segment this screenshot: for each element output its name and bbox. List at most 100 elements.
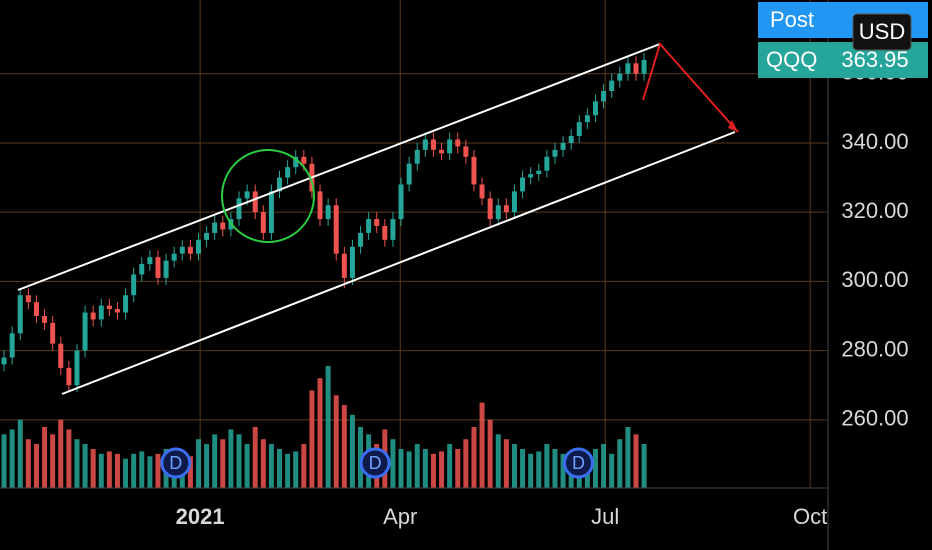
candle-body xyxy=(90,312,96,320)
candle-body xyxy=(187,246,193,254)
volume-bar xyxy=(285,453,291,488)
candle-body xyxy=(584,115,590,123)
channel-lower xyxy=(61,131,736,395)
volume-bar xyxy=(625,427,631,488)
volume-bar xyxy=(123,458,129,488)
candle-body xyxy=(179,246,185,254)
candle-body xyxy=(260,212,266,233)
candle-body xyxy=(495,205,501,220)
volume-bar xyxy=(641,444,647,488)
candle-body xyxy=(9,333,15,358)
axis-labels: 260.00280.00300.00320.00340.00360.002021… xyxy=(176,60,909,529)
candle-body xyxy=(479,184,485,199)
candle-body xyxy=(33,302,39,316)
volume-bar xyxy=(422,448,428,488)
volume-bar xyxy=(390,439,396,488)
volume-bar xyxy=(544,444,550,488)
dividend-marker xyxy=(160,447,192,479)
volume-bar xyxy=(325,366,331,488)
candle-body xyxy=(42,315,48,323)
candle-body xyxy=(106,305,112,310)
volume-bar xyxy=(341,405,347,488)
y-tick-label: 320.00 xyxy=(841,198,908,223)
candle-body xyxy=(439,149,445,154)
volume-bar xyxy=(114,453,120,488)
volume-bar xyxy=(252,427,258,488)
candle-body xyxy=(147,257,153,265)
dividend-label: D xyxy=(572,453,585,473)
volume-bar xyxy=(244,444,250,488)
candle-body xyxy=(244,191,250,199)
volume-bar xyxy=(430,453,436,488)
volume-bar xyxy=(66,429,72,488)
volume-bar xyxy=(447,444,453,488)
dividend-label: D xyxy=(169,453,182,473)
grid xyxy=(0,0,828,488)
dividend-marker xyxy=(359,447,391,479)
candle-body xyxy=(123,295,129,313)
dividend-label: D xyxy=(369,453,382,473)
volume-bar xyxy=(301,444,307,488)
candle-body xyxy=(82,312,88,351)
post-label: Post xyxy=(770,7,814,32)
volume-bar xyxy=(309,390,315,488)
candle-body xyxy=(568,136,574,143)
volume-bar xyxy=(131,453,137,488)
candle-body xyxy=(422,139,428,150)
candle-body xyxy=(374,219,380,227)
candle-body xyxy=(358,232,364,247)
y-tick-label: 280.00 xyxy=(841,336,908,361)
candle-body xyxy=(349,246,355,278)
volume-bar xyxy=(293,451,299,488)
volume-bar xyxy=(471,427,477,488)
volume-bar xyxy=(528,453,534,488)
candle-body xyxy=(382,226,388,240)
candle-body xyxy=(609,80,615,92)
symbol-name: QQQ xyxy=(766,47,817,72)
candle-body xyxy=(447,139,453,154)
candle-body xyxy=(560,142,566,150)
candle-body xyxy=(536,170,542,175)
volume-bar xyxy=(333,395,339,488)
candle-body xyxy=(633,63,639,74)
candle-body xyxy=(58,343,64,368)
candle-body xyxy=(131,274,137,296)
volume-bar xyxy=(82,444,88,488)
y-tick-label: 300.00 xyxy=(841,267,908,292)
candle-body xyxy=(317,191,323,220)
volume-bar xyxy=(187,456,193,488)
volume-bar xyxy=(414,444,420,488)
volume-bar xyxy=(74,439,80,488)
candle-body xyxy=(471,156,477,185)
candle-body xyxy=(406,163,412,185)
x-tick-label: 2021 xyxy=(176,504,225,529)
volume-bar xyxy=(552,448,558,488)
candle-body xyxy=(114,309,120,313)
volume-bar xyxy=(439,451,445,488)
candle-body xyxy=(212,222,218,233)
candle-body xyxy=(17,295,23,334)
candle-body xyxy=(236,198,242,220)
candle-body xyxy=(487,198,493,220)
candle-body xyxy=(341,253,347,278)
candle-body xyxy=(285,167,291,178)
candle-body xyxy=(390,219,396,240)
volume-bar xyxy=(195,439,201,488)
candle-body xyxy=(641,59,647,74)
candle-body xyxy=(268,191,274,233)
volume-bar xyxy=(139,451,145,488)
volume-bar xyxy=(592,448,598,488)
currency-label: USD xyxy=(859,19,905,44)
candle-body xyxy=(98,305,104,320)
volume-bar xyxy=(228,429,234,488)
candle-body xyxy=(503,205,509,213)
candle-body xyxy=(155,257,161,278)
candle-body xyxy=(601,91,607,102)
volume-bar xyxy=(503,439,509,488)
volume-bar xyxy=(204,444,210,488)
volume-bar xyxy=(260,439,266,488)
projection-arrow xyxy=(642,41,739,133)
volume-bar xyxy=(406,451,412,488)
